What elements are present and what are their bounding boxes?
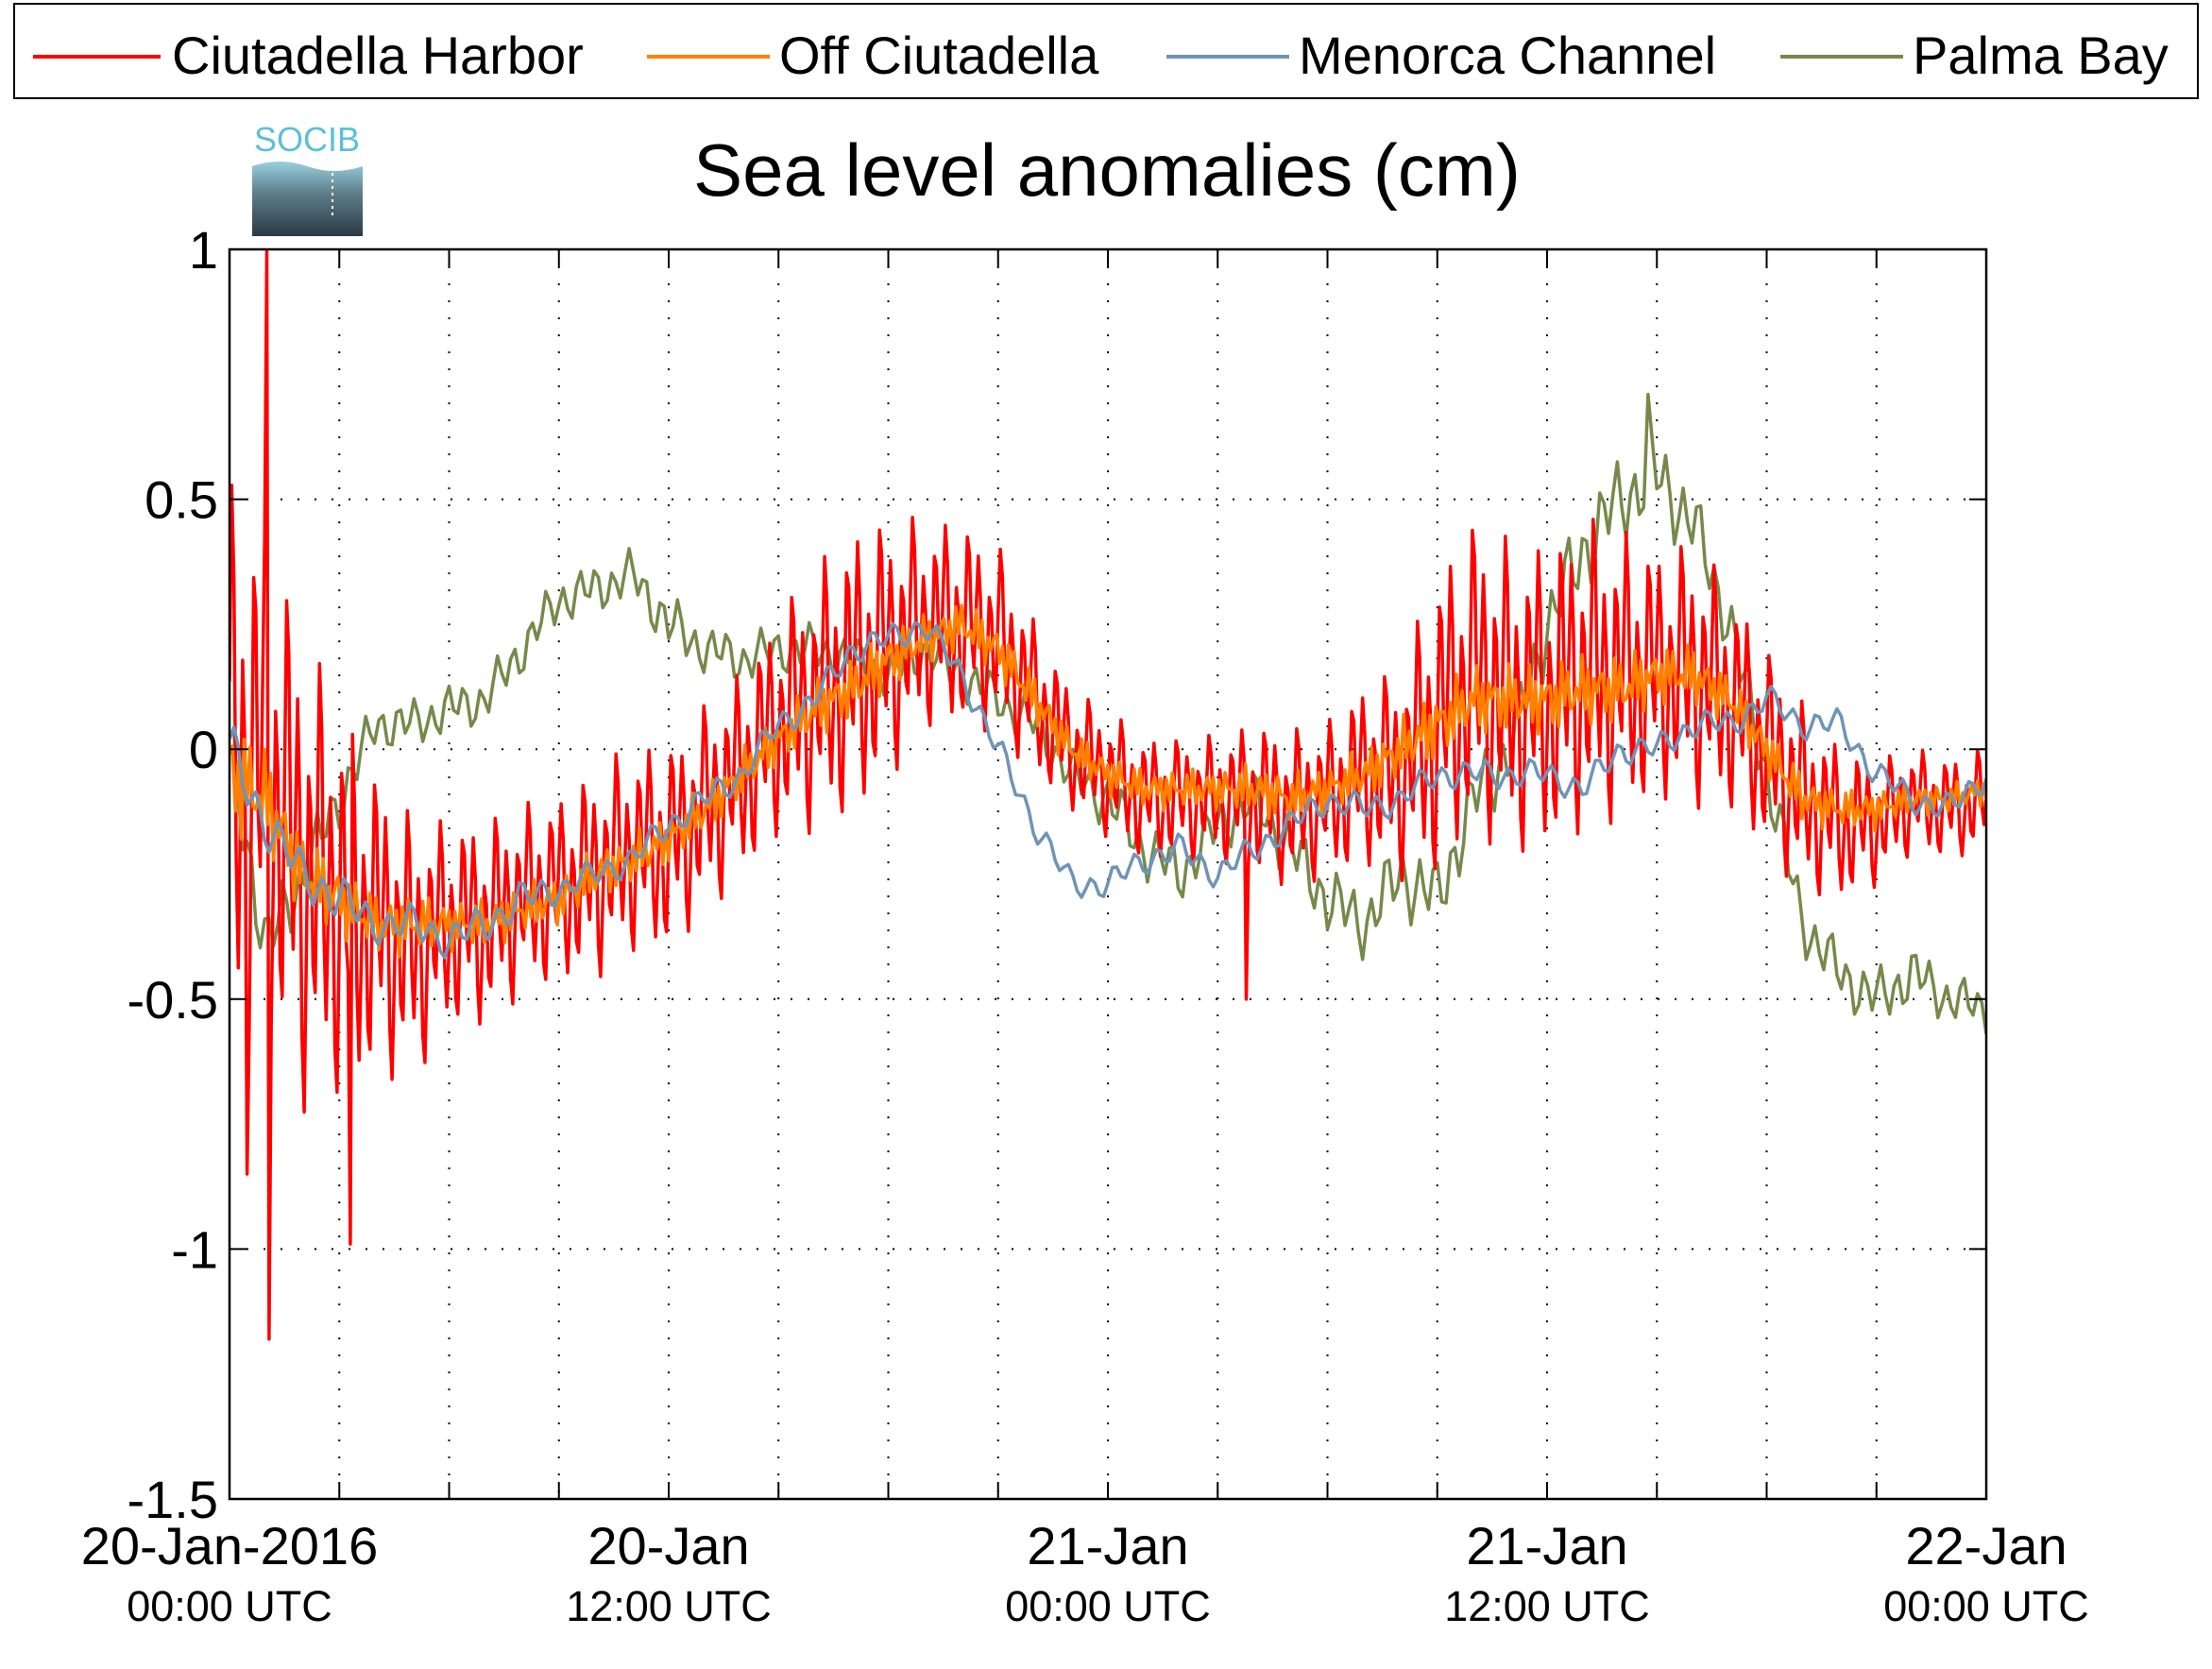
legend-label-palma-bay: Palma Bay	[1913, 26, 2169, 85]
x-tick-label-date: 22-Jan	[1905, 1516, 2067, 1575]
legend-frame	[13, 3, 2199, 99]
series-line-menorca-channel	[230, 621, 1986, 960]
logo-text: SOCIB	[254, 120, 360, 159]
plot-area	[230, 249, 1986, 1341]
y-tick-label: 0	[189, 720, 218, 779]
socib-logo: SOCIB	[252, 120, 363, 236]
y-tick-label: 1	[189, 220, 218, 280]
legend-label-ciutadella-harbor: Ciutadella Harbor	[172, 26, 584, 85]
chart-title: Sea level anomalies (cm)	[693, 128, 1521, 212]
legend-entry-ciutadella-harbor: Ciutadella Harbor	[33, 26, 584, 85]
x-tick-label-date: 21-Jan	[1466, 1516, 1627, 1575]
logo-wave	[252, 159, 363, 171]
logo-block	[252, 159, 363, 236]
legend-entry-palma-bay: Palma Bay	[1780, 26, 2169, 85]
y-tick-label: 0.5	[145, 470, 218, 530]
series-line-ciutadella-harbor	[230, 249, 1986, 1341]
legend: Ciutadella Harbor Off Ciutadella Menorca…	[13, 3, 2199, 99]
x-tick-label-time: 12:00 UTC	[1444, 1582, 1650, 1630]
legend-label-off-ciutadella: Off Ciutadella	[779, 26, 1099, 85]
y-tick-label: -0.5	[128, 970, 219, 1030]
legend-label-menorca-channel: Menorca Channel	[1299, 26, 1716, 85]
x-tick-label-date: 21-Jan	[1027, 1516, 1188, 1575]
axes: -1.5 -1 -0.5 0 0.5 1 20-Jan-2016 00:00 UTC 20-Ja…	[81, 220, 2089, 1630]
grid	[230, 249, 1986, 1499]
x-tick-label-time: 00:00 UTC	[1883, 1582, 2089, 1630]
x-tick-label-time: 00:00 UTC	[1005, 1582, 1211, 1630]
y-tick-label: -1	[171, 1219, 218, 1279]
x-tick-label-time: 12:00 UTC	[566, 1582, 772, 1630]
legend-entry-off-ciutadella: Off Ciutadella	[647, 26, 1099, 85]
x-tick-label-date: 20-Jan	[587, 1516, 749, 1575]
y-tick-label: -1.5	[128, 1470, 219, 1529]
x-tick-label-time: 00:00 UTC	[127, 1582, 332, 1630]
series-line-off-ciutadella	[230, 604, 1986, 959]
x-tick-label-date: 20-Jan-2016	[81, 1516, 378, 1575]
legend-entry-menorca-channel: Menorca Channel	[1166, 26, 1716, 85]
